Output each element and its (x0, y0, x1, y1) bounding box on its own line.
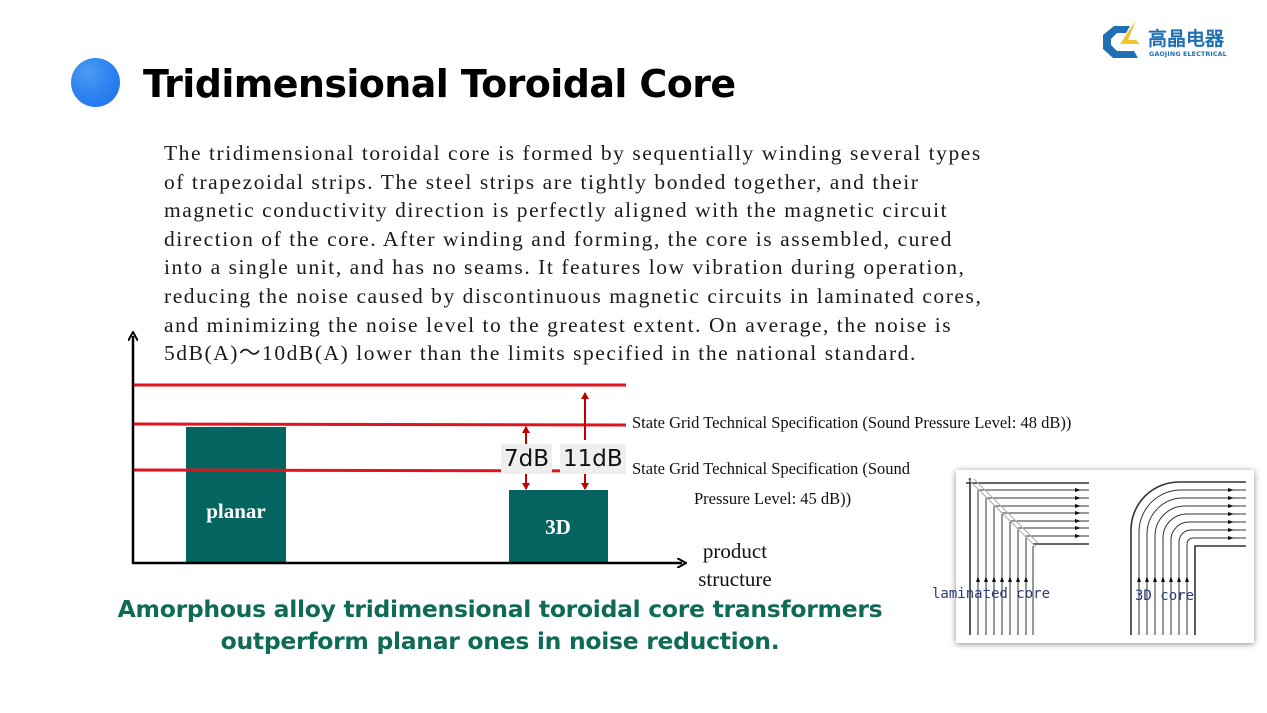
bar-planar (186, 427, 286, 563)
conclusion-line1: Amorphous alloy tridimensional toroidal … (117, 595, 883, 623)
x-axis-label-line2: structure (698, 567, 772, 591)
intro-line: into a single unit, and has no seams. It… (164, 255, 966, 280)
intro-line: and minimizing the noise level to the gr… (164, 312, 953, 337)
bar-3d-label: 3D (545, 515, 571, 539)
x-axis-label: product structure (690, 537, 780, 593)
3d-core-drawing (1130, 481, 1246, 635)
bar-3d (509, 490, 608, 563)
delta-7db-label: 7dB (501, 444, 553, 474)
title-bullet-icon (71, 58, 120, 107)
spec-48db-label: State Grid Technical Specification (Soun… (632, 413, 1072, 432)
logo-name-cn: 高晶电器 (1148, 28, 1225, 50)
conclusion-text: Amorphous alloy tridimensional toroidal … (90, 593, 910, 657)
conclusion-line2: outperform planar ones in noise reductio… (220, 627, 780, 655)
laminated-core-label: laminated core (932, 586, 1051, 602)
3d-core-flux-arrows (1137, 488, 1234, 582)
delta-11db-label: 11dB (560, 444, 626, 474)
laminated-core-drawing (966, 478, 1089, 635)
logo-name-en: GAOJING ELECTRICAL (1149, 50, 1227, 58)
intro-line: of trapezoidal strips. The steel strips … (164, 169, 920, 194)
core-comparison-figure: laminated core 3D core (932, 470, 1254, 643)
laminated-core-flux-arrows (976, 488, 1081, 582)
spec-45db-label-line2: Pressure Level: 45 dB)) (694, 489, 852, 508)
3d-core-label: 3D core (1135, 588, 1195, 604)
company-logo: 高晶电器 GAOJING ELECTRICAL (1100, 18, 1250, 68)
spec-45db-label-line1: State Grid Technical Specification (Soun… (632, 459, 911, 478)
reference-line-45db (133, 468, 627, 473)
intro-line: The tridimensional toroidal core is form… (164, 141, 982, 165)
intro-line: 5dB(A)～10dB(A) lower than the limits spe… (164, 341, 917, 366)
page-title: Tridimensional Toroidal Core (143, 62, 736, 106)
intro-line: direction of the core. After winding and… (164, 226, 953, 251)
intro-line: reducing the noise caused by discontinuo… (164, 283, 983, 308)
intro-line: magnetic conductivity direction is perfe… (164, 198, 949, 223)
logo-mark-icon (1103, 20, 1140, 58)
reference-line-48db (133, 422, 627, 427)
x-axis-label-line1: product (702, 539, 768, 563)
bar-planar-label: planar (206, 499, 266, 523)
intro-paragraph: The tridimensional toroidal core is form… (164, 139, 1104, 368)
magnetic-flux-diagram (966, 478, 1246, 635)
